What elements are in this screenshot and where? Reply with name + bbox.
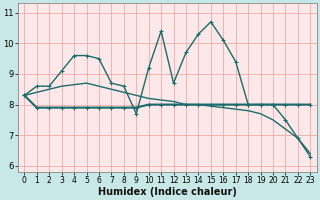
X-axis label: Humidex (Indice chaleur): Humidex (Indice chaleur) xyxy=(98,187,237,197)
